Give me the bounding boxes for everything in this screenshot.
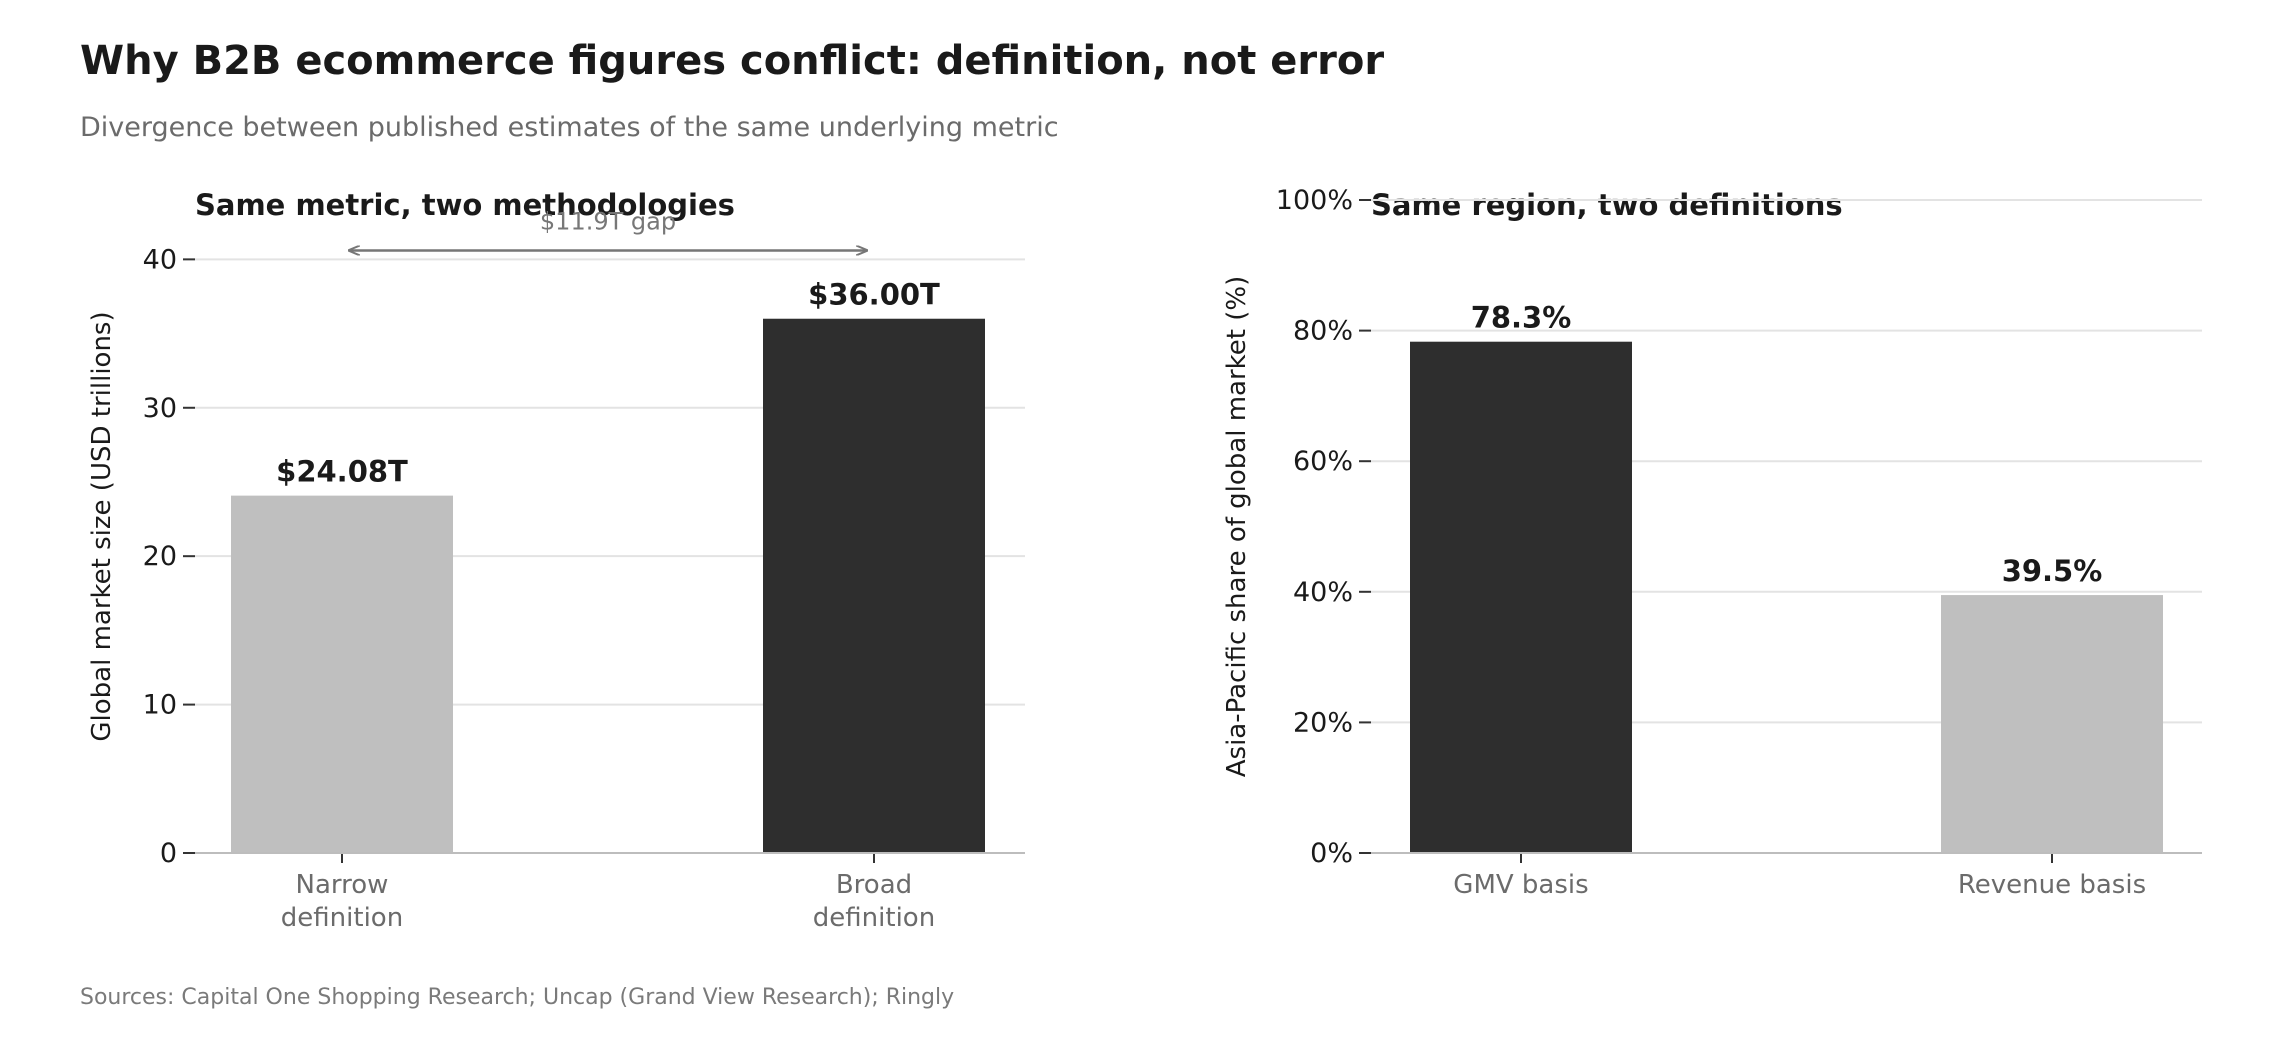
bar <box>1941 595 2163 853</box>
bar-value-label: 39.5% <box>2002 554 2103 588</box>
y-axis-label: Asia-Pacific share of global market (%) <box>1222 276 1252 778</box>
chart-title: Why B2B ecommerce figures conflict: defi… <box>80 38 1385 84</box>
sources-note: Sources: Capital One Shopping Research; … <box>80 985 955 1010</box>
y-tick-label: 20 <box>143 541 177 572</box>
bar-value-label: $24.08T <box>276 455 408 489</box>
x-tick-label: GMV basis <box>1453 870 1588 900</box>
gap-annotation: $11.9T gap <box>540 207 676 235</box>
y-tick-label: 20% <box>1293 707 1353 738</box>
right-panel: Same region, two definitions 0% 20% 40% 60% 8… <box>1222 185 2202 900</box>
x-tick-label: definition <box>813 903 935 933</box>
x-tick-label: Broad <box>836 870 912 900</box>
panel-title: Same region, two definitions <box>1371 188 1843 222</box>
bar <box>231 495 453 853</box>
y-tick-label: 0% <box>1310 838 1353 869</box>
y-tick-label: 40 <box>143 244 177 275</box>
y-tick-label: 60% <box>1293 446 1353 477</box>
y-tick-label: 30 <box>143 393 177 424</box>
y-tick-label: 10 <box>143 690 177 721</box>
panel-title: Same metric, two methodologies <box>195 188 735 222</box>
bar-value-label: $36.00T <box>808 278 940 312</box>
left-panel: Same metric, two methodologies 0 10 20 30 40 G… <box>87 188 1025 933</box>
bar <box>1410 341 1632 853</box>
x-tick-label: Revenue basis <box>1958 870 2146 900</box>
y-tick-label: 80% <box>1293 316 1353 347</box>
x-tick-label: definition <box>281 903 403 933</box>
bar-value-label: 78.3% <box>1471 301 1572 335</box>
y-axis-label: Global market size (USD trillions) <box>87 311 117 741</box>
y-tick-label: 0 <box>160 838 177 869</box>
x-tick-label: Narrow <box>296 870 389 900</box>
y-tick-label: 100% <box>1276 185 1353 216</box>
bar <box>763 318 985 853</box>
chart-subtitle: Divergence between published estimates o… <box>80 112 1059 143</box>
y-tick-label: 40% <box>1293 577 1353 608</box>
